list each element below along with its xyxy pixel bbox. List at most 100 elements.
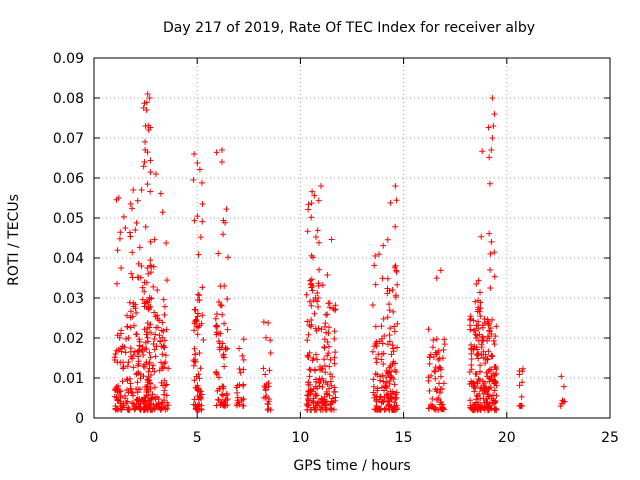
data-point — [195, 251, 202, 258]
data-point — [306, 373, 313, 380]
data-point — [163, 392, 170, 399]
data-point — [145, 270, 152, 277]
data-point — [115, 195, 122, 201]
data-point — [305, 353, 312, 360]
data-point — [220, 231, 227, 238]
data-point — [489, 135, 496, 141]
data-point — [145, 402, 152, 409]
data-point — [331, 360, 338, 367]
data-point — [116, 235, 123, 242]
data-point — [321, 396, 328, 403]
data-point — [192, 384, 199, 391]
data-point — [159, 351, 166, 358]
data-point — [130, 364, 137, 371]
data-point — [160, 343, 167, 350]
data-point — [262, 334, 269, 341]
data-point — [194, 387, 201, 394]
data-point — [306, 298, 313, 305]
data-point — [370, 383, 377, 390]
data-point — [385, 401, 392, 408]
data-point — [492, 371, 499, 378]
data-point — [124, 377, 131, 384]
x-tick-label: 10 — [291, 430, 309, 446]
data-point — [306, 388, 313, 395]
data-point — [220, 352, 227, 359]
data-point — [147, 385, 154, 392]
data-point — [473, 280, 480, 287]
data-point — [121, 404, 128, 411]
data-point — [194, 159, 201, 166]
data-point — [129, 313, 136, 320]
data-point — [377, 405, 384, 412]
data-point — [477, 313, 484, 320]
data-point — [131, 322, 138, 329]
data-point — [194, 296, 201, 303]
y-tick-label: 0.02 — [53, 331, 84, 347]
data-point — [240, 336, 247, 343]
data-point — [393, 394, 400, 401]
data-point — [326, 392, 333, 399]
data-point — [487, 325, 494, 332]
x-tick-label: 25 — [601, 430, 619, 446]
y-tick-label: 0.06 — [53, 171, 84, 187]
data-point — [493, 392, 500, 399]
data-point — [303, 291, 310, 298]
data-point — [426, 405, 433, 412]
data-point — [224, 295, 231, 302]
data-point — [316, 379, 323, 386]
data-point — [485, 321, 492, 328]
data-point — [437, 373, 444, 380]
data-point — [143, 359, 150, 366]
data-point — [149, 365, 156, 372]
data-point — [475, 376, 482, 383]
data-point — [128, 389, 135, 395]
data-point — [160, 296, 167, 303]
data-point — [125, 359, 132, 366]
data-point — [331, 397, 338, 404]
data-point — [310, 404, 317, 411]
data-point — [488, 238, 495, 245]
data-point — [225, 254, 232, 261]
data-point — [372, 281, 379, 288]
data-point — [490, 400, 497, 407]
grid-lines — [94, 58, 610, 418]
data-point — [111, 357, 118, 364]
data-point — [491, 364, 498, 371]
data-point — [126, 229, 133, 236]
data-point — [477, 362, 484, 369]
data-point — [517, 403, 524, 409]
data-point — [386, 287, 393, 294]
data-point — [371, 394, 378, 401]
data-point — [560, 383, 567, 390]
data-point — [489, 316, 496, 323]
data-point — [315, 294, 322, 301]
data-point — [197, 365, 204, 372]
data-point — [215, 330, 222, 337]
data-point — [220, 392, 227, 399]
data-point — [370, 376, 377, 383]
data-point — [491, 372, 498, 379]
data-point — [135, 260, 142, 267]
data-point — [433, 396, 440, 403]
data-point — [221, 320, 228, 327]
data-point — [313, 392, 320, 399]
data-point — [127, 233, 134, 240]
data-point — [486, 406, 493, 413]
data-point — [479, 148, 486, 155]
data-point — [325, 350, 332, 357]
data-point — [392, 223, 399, 230]
data-point — [138, 187, 145, 194]
data-point — [130, 300, 137, 307]
data-point — [324, 271, 331, 278]
data-point — [129, 399, 136, 406]
data-point — [308, 252, 315, 259]
x-tick-label: 20 — [498, 430, 516, 446]
data-point — [323, 329, 330, 336]
data-point — [136, 244, 143, 251]
data-point — [199, 312, 206, 319]
data-point — [239, 352, 246, 359]
data-point — [213, 311, 220, 318]
data-point — [161, 303, 168, 310]
data-point — [324, 311, 331, 318]
